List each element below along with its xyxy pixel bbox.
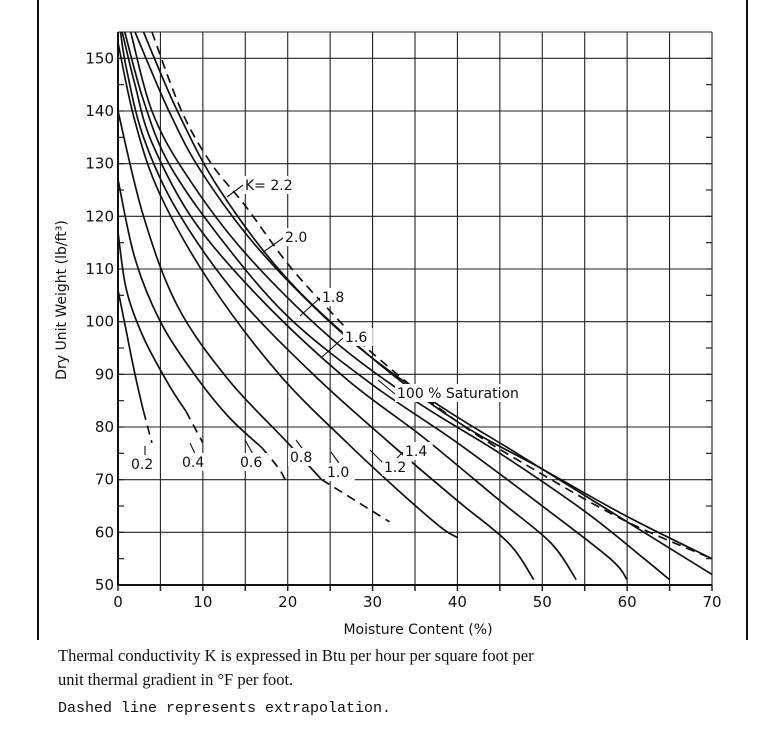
label-background bbox=[403, 442, 433, 460]
curve-solid bbox=[121, 31, 577, 581]
label-background bbox=[283, 228, 313, 246]
curve-dashed bbox=[151, 31, 713, 560]
curve-label: 0.4 bbox=[182, 455, 204, 471]
grid bbox=[117, 31, 713, 591]
y-tick-label: 100 bbox=[85, 313, 114, 331]
curve-solid bbox=[117, 179, 263, 449]
label-background bbox=[320, 288, 350, 306]
x-tick-label: 50 bbox=[533, 593, 552, 611]
caption-line-1: Thermal conductivity K is expressed in B… bbox=[58, 646, 534, 665]
curve-label: 2.0 bbox=[285, 230, 307, 246]
curve-label: 0.6 bbox=[240, 455, 262, 471]
y-tick-label: 90 bbox=[95, 365, 114, 383]
caption-line-2: unit thermal gradient in °F per foot. bbox=[58, 670, 294, 689]
curve-label: 1.4 bbox=[405, 444, 427, 460]
curve-solid bbox=[123, 31, 628, 581]
y-tick-label: 150 bbox=[85, 49, 114, 67]
y-tick-label: 80 bbox=[95, 418, 114, 436]
chart: K= 2.2 2.0 1.8 1.6 1.41.2 1.0 0.8 0.6 0.4 0.2 100 … bbox=[37, 0, 748, 731]
label-background bbox=[395, 384, 537, 402]
y-tick-label: 70 bbox=[95, 471, 114, 489]
y-tick-label: 120 bbox=[85, 207, 114, 225]
extrapolation-note: Dashed line represents extrapolation. bbox=[58, 700, 392, 717]
x-tick-label: 60 bbox=[618, 593, 637, 611]
curve-label: 1.2 bbox=[384, 460, 406, 476]
x-tick-label: 30 bbox=[363, 593, 382, 611]
curve-label: 0.8 bbox=[290, 450, 312, 466]
label-leader-line bbox=[226, 184, 244, 198]
y-axis-label: Dry Unit Weight (lb/ft³) bbox=[54, 220, 70, 380]
curve-labels: K= 2.2 2.0 1.8 1.6 1.41.2 1.0 0.8 0.6 0.4 0.2 100 … bbox=[129, 176, 537, 481]
curve-solid bbox=[117, 42, 458, 539]
x-tick-label: 70 bbox=[702, 593, 721, 611]
curve-dashed bbox=[185, 410, 204, 444]
curve-label: 100 % Saturation bbox=[397, 386, 519, 402]
curve-label: 1.0 bbox=[327, 465, 349, 481]
y-tick-label: 140 bbox=[85, 102, 114, 120]
curve-solid bbox=[119, 31, 535, 581]
label-background bbox=[382, 458, 412, 476]
label-background bbox=[129, 455, 159, 473]
curve-solid bbox=[117, 289, 145, 412]
y-tick-label: 50 bbox=[95, 576, 114, 594]
label-background bbox=[288, 448, 318, 466]
label-background bbox=[243, 176, 299, 194]
curve-solid bbox=[134, 31, 713, 576]
x-tick-label: 10 bbox=[193, 593, 212, 611]
curve-label: 1.6 bbox=[345, 330, 367, 346]
curve-dashed bbox=[321, 478, 390, 523]
curve-label: K= 2.2 bbox=[245, 178, 293, 194]
label-background bbox=[325, 463, 355, 481]
curve-solid bbox=[129, 31, 671, 581]
x-tick-labels: 0 10 20 30 40 50 60 70 bbox=[113, 593, 721, 611]
label-leader-line bbox=[261, 237, 284, 254]
label-leader-line bbox=[321, 337, 344, 358]
curve-label: 0.2 bbox=[131, 457, 153, 473]
x-axis-label: Moisture Content (%) bbox=[343, 622, 492, 638]
label-background bbox=[238, 453, 268, 471]
y-tick-labels: 50 60 70 80 90 100 110 120 130 140 150 bbox=[85, 49, 114, 594]
curve-solid bbox=[117, 110, 323, 481]
label-background bbox=[343, 328, 373, 346]
x-tick-label: 0 bbox=[113, 593, 123, 611]
y-tick-label: 130 bbox=[85, 155, 114, 173]
x-tick-label: 40 bbox=[448, 593, 467, 611]
curve-dashed bbox=[261, 447, 289, 486]
label-background bbox=[180, 453, 210, 471]
x-tick-label: 20 bbox=[278, 593, 297, 611]
y-tick-label: 110 bbox=[85, 260, 114, 278]
label-leader-line bbox=[299, 297, 321, 317]
curve-solid bbox=[117, 231, 187, 412]
curve-label: 1.8 bbox=[322, 290, 344, 306]
curve-dashed bbox=[142, 410, 153, 444]
y-tick-label: 60 bbox=[95, 523, 114, 541]
curves bbox=[117, 31, 713, 581]
label-leader-line bbox=[377, 379, 396, 395]
